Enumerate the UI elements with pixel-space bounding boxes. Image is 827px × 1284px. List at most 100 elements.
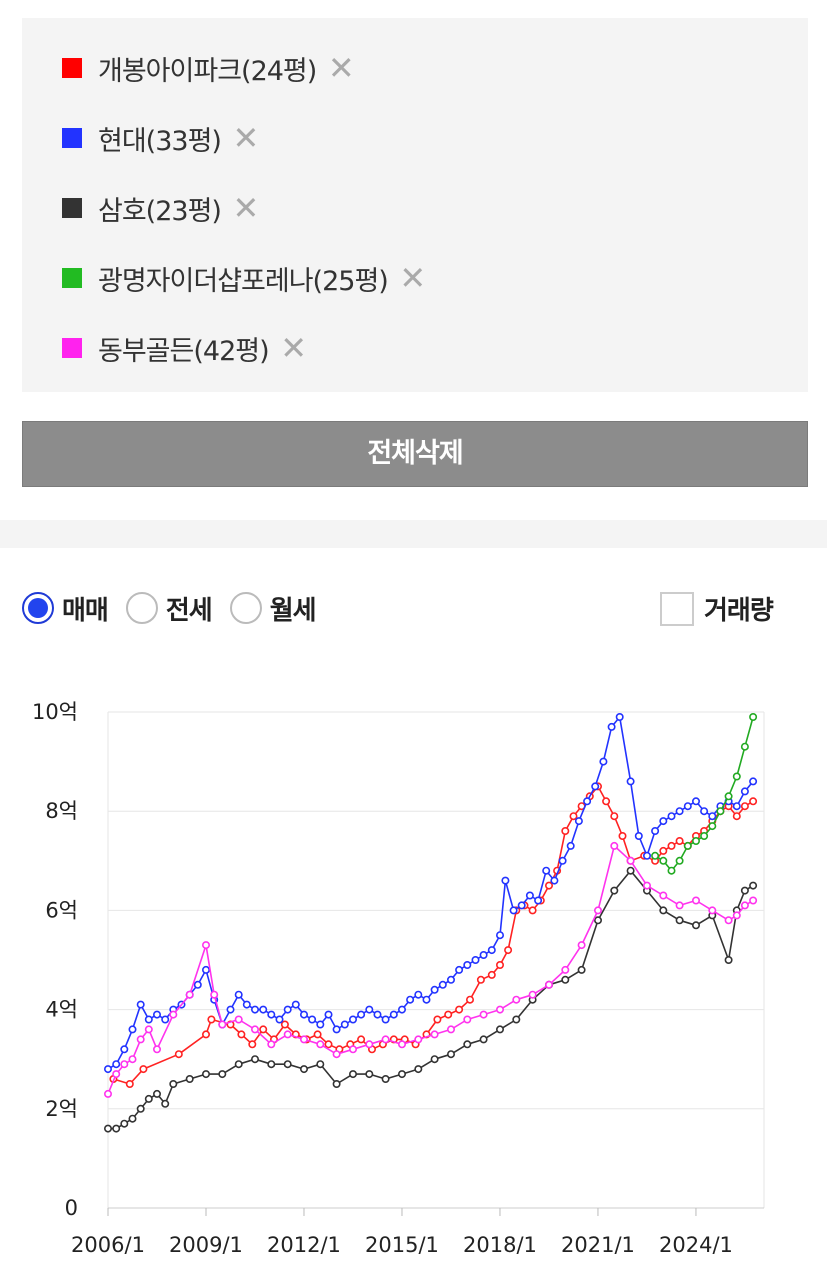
data-point (433, 1015, 442, 1024)
data-point (430, 985, 439, 994)
data-point (348, 1015, 357, 1024)
data-point (365, 1040, 374, 1049)
data-point (357, 1035, 366, 1044)
data-point (487, 970, 496, 979)
data-point (691, 921, 700, 930)
selected-apartments-panel: 개봉아이파크(24평) ✕ 현대(33평) ✕ 삼호(23평) ✕ 광명자이더샵포레나(25… (22, 18, 808, 392)
data-point (626, 777, 635, 786)
remove-icon[interactable]: ✕ (399, 259, 427, 297)
legend-item: 개봉아이파크(24평) ✕ (62, 48, 356, 88)
data-point (291, 1000, 300, 1009)
data-point (308, 1015, 317, 1024)
remove-icon[interactable]: ✕ (280, 329, 308, 367)
y-tick-label: 10억 (32, 700, 78, 724)
data-point (534, 896, 543, 905)
data-point (512, 995, 521, 1004)
data-point (542, 866, 551, 875)
data-point (381, 1015, 390, 1024)
legend-item: 동부골든(42평) ✕ (62, 328, 309, 368)
data-point (185, 1074, 194, 1083)
data-point (234, 990, 243, 999)
data-point (112, 1070, 121, 1079)
data-point (153, 1045, 162, 1054)
data-point (675, 856, 684, 865)
data-point (561, 965, 570, 974)
data-point (316, 1060, 325, 1069)
data-point (444, 1010, 453, 1019)
data-point (667, 812, 676, 821)
data-point (691, 896, 700, 905)
radio-button[interactable] (229, 592, 262, 624)
data-point (381, 1074, 390, 1083)
y-tick-label: 0 (65, 1196, 78, 1220)
data-point (479, 1010, 488, 1019)
data-point (626, 866, 635, 875)
data-point (651, 827, 660, 836)
data-point (332, 1025, 341, 1034)
data-point (740, 901, 749, 910)
data-point (561, 975, 570, 984)
remove-icon[interactable]: ✕ (327, 49, 355, 87)
data-point (610, 812, 619, 821)
y-tick-label: 8억 (45, 799, 78, 823)
data-point (348, 1045, 357, 1054)
radio-button[interactable] (22, 592, 54, 624)
data-point (675, 916, 684, 925)
data-point (446, 975, 455, 984)
data-point (708, 822, 717, 831)
x-tick-label: 2021/1 (561, 1233, 635, 1257)
data-point (144, 1025, 153, 1034)
data-point (667, 841, 676, 850)
data-point (700, 832, 709, 841)
data-point (153, 1089, 162, 1098)
data-point (332, 1079, 341, 1088)
data-point (479, 1035, 488, 1044)
data-point (626, 856, 635, 865)
data-point (610, 841, 619, 850)
data-point (406, 995, 415, 1004)
x-tick-label: 2015/1 (365, 1233, 439, 1257)
data-point (501, 876, 510, 885)
legend-label: 현대(33평) (98, 125, 222, 157)
data-point (324, 1040, 333, 1049)
data-point (667, 866, 676, 875)
data-point (544, 881, 553, 890)
data-point (234, 1060, 243, 1069)
trade-type-option[interactable]: 월세 (229, 590, 317, 627)
data-point (139, 1065, 148, 1074)
data-point (602, 797, 611, 806)
data-point (283, 1030, 292, 1039)
data-point (248, 1040, 257, 1049)
volume-checkbox-label: 거래량 (704, 596, 774, 626)
data-point (234, 1015, 243, 1024)
data-point (153, 1010, 162, 1019)
legend-color-swatch (62, 58, 82, 78)
legend-item: 삼호(23평) ✕ (62, 188, 261, 228)
remove-icon[interactable]: ✕ (232, 189, 260, 227)
data-point (708, 906, 717, 915)
data-point (280, 1020, 289, 1029)
data-point (724, 955, 733, 964)
volume-toggle[interactable]: 거래량 (660, 590, 774, 627)
data-point (659, 906, 668, 915)
volume-checkbox[interactable] (660, 591, 694, 626)
data-point (169, 1079, 178, 1088)
legend-label: 광명자이더샵포레나(25평) (98, 265, 389, 297)
legend-item: 현대(33평) ✕ (62, 118, 261, 158)
data-point (125, 1079, 134, 1088)
data-point (659, 856, 668, 865)
trade-type-option[interactable]: 매매 (22, 590, 109, 627)
data-point (299, 1010, 308, 1019)
trade-type-option[interactable]: 전세 (125, 590, 213, 627)
remove-icon[interactable]: ✕ (232, 119, 260, 157)
delete-all-button[interactable]: 전체삭제 (22, 421, 808, 487)
data-point (716, 807, 725, 816)
data-point (683, 841, 692, 850)
section-divider (0, 520, 827, 548)
data-point (202, 941, 211, 950)
x-tick-label: 2024/1 (659, 1233, 733, 1257)
data-point (732, 812, 741, 821)
data-point (495, 1005, 504, 1014)
data-point (340, 1020, 349, 1029)
radio-button[interactable] (125, 592, 158, 624)
